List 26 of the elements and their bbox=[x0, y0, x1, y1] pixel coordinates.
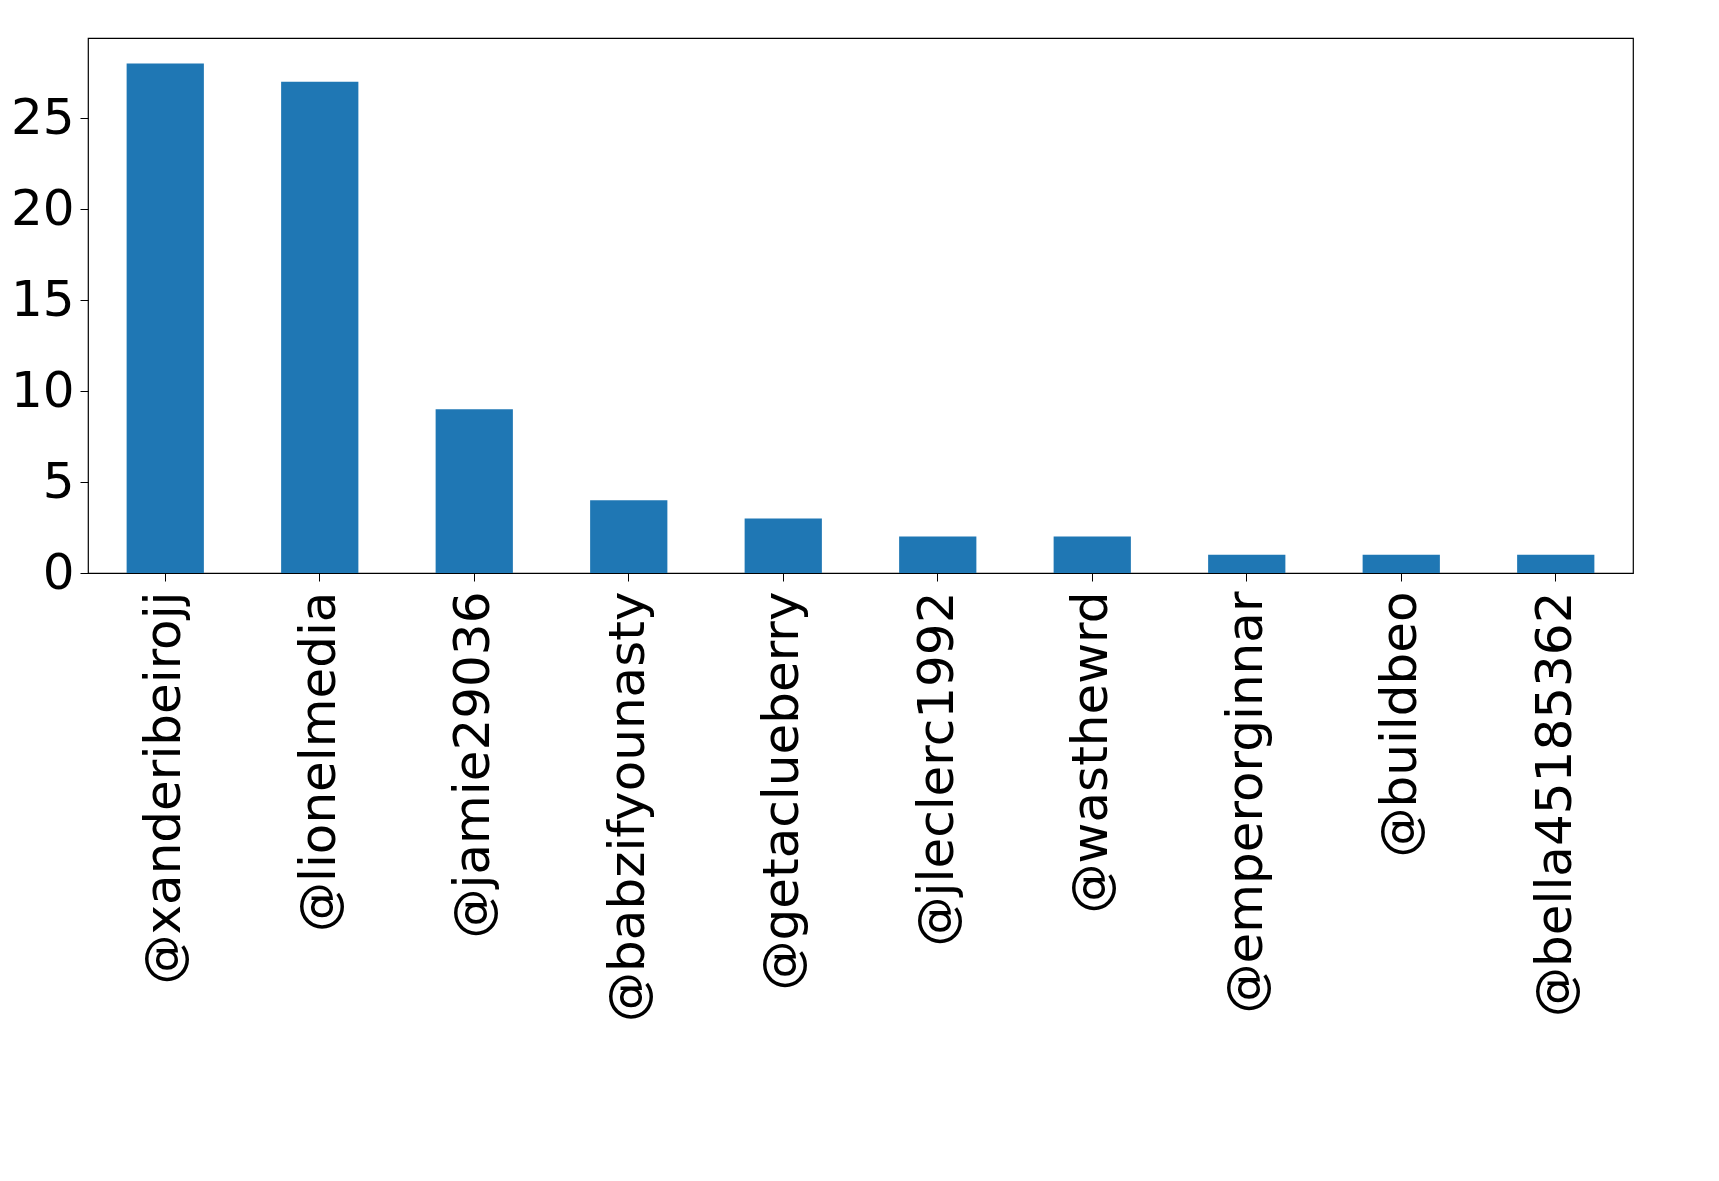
x-tick-label: @babzifyounasty bbox=[597, 591, 656, 1022]
bar bbox=[435, 409, 513, 573]
y-tick-label: 10 bbox=[10, 360, 75, 419]
bar bbox=[1208, 554, 1286, 573]
bar bbox=[1053, 536, 1131, 573]
x-tick-label: @lionelmedia bbox=[288, 591, 347, 932]
bar bbox=[899, 536, 977, 573]
bar bbox=[126, 63, 204, 573]
x-tick-label: @getaclueberry bbox=[752, 591, 811, 991]
x-tick-label: @buildbeo bbox=[1370, 591, 1429, 858]
x-tick-label: @emperorginnar bbox=[1215, 591, 1274, 1014]
y-tick-label: 0 bbox=[42, 542, 75, 601]
bar bbox=[281, 81, 359, 573]
y-tick-label: 25 bbox=[10, 87, 75, 146]
x-tick-label: @wasthewrd bbox=[1061, 591, 1120, 914]
y-tick-label: 5 bbox=[42, 451, 75, 510]
x-tick-label: @xanderibeirojj bbox=[134, 591, 193, 985]
x-tick-label: @bella45185362 bbox=[1524, 591, 1583, 1017]
bar bbox=[744, 518, 822, 573]
bar bbox=[1362, 554, 1440, 573]
x-tick-label: @jleclerc1992 bbox=[906, 591, 965, 947]
bar bbox=[590, 500, 668, 573]
x-tick-label: @jamie29036 bbox=[443, 591, 502, 939]
y-tick-label: 15 bbox=[10, 269, 75, 328]
y-tick-label: 20 bbox=[10, 178, 75, 237]
bar bbox=[1517, 554, 1595, 573]
